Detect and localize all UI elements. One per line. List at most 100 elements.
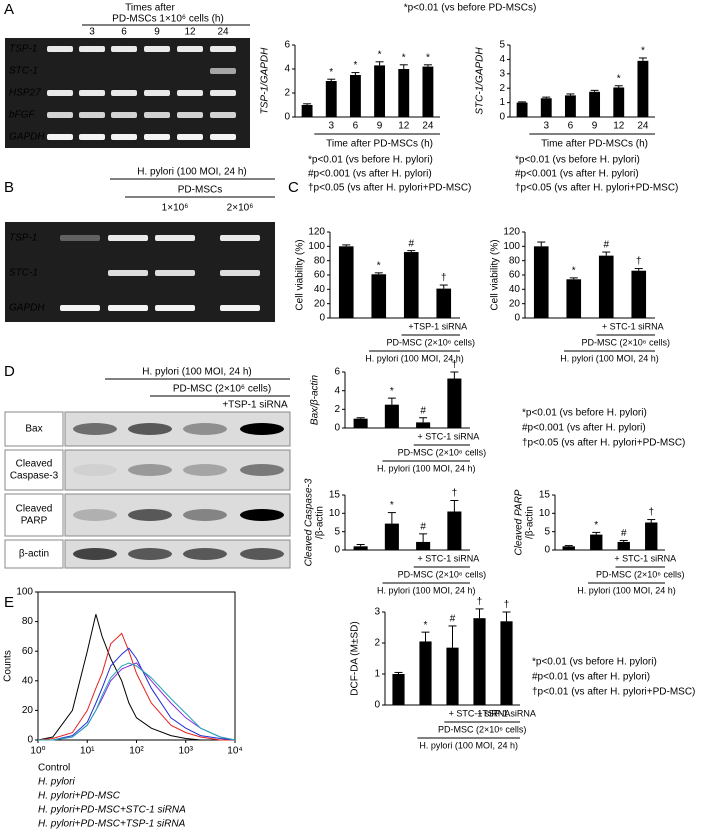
y-axis-label: /β-actin [525, 506, 536, 539]
y-tick-label: 2 [284, 88, 290, 99]
y-tick-label: 15 [329, 490, 341, 501]
band [210, 68, 236, 74]
band [155, 235, 195, 241]
band [111, 90, 137, 96]
y-tick-label: 0 [284, 112, 290, 123]
band [79, 134, 105, 140]
note: #p<0.001 (vs after H. pylori) [308, 169, 432, 180]
band [60, 305, 100, 311]
bar [436, 288, 452, 318]
band [177, 90, 203, 96]
significance-mark: † [504, 600, 510, 611]
significance-mark: * [353, 60, 357, 71]
significance-mark: # [420, 522, 426, 533]
band [177, 134, 203, 140]
gel-row-label: TSP-1 [9, 44, 37, 55]
note: †p<0.05 (vs after H. pylori+PD-MSC) [522, 438, 685, 449]
x-tick-label: 6 [353, 121, 359, 132]
y-tick-label: 60 [314, 270, 326, 281]
band [47, 90, 73, 96]
significance-mark: † [648, 507, 654, 518]
significance-mark: * [594, 520, 598, 531]
bar [617, 541, 630, 550]
y-tick-label: 100 [16, 587, 33, 598]
y-tick-label: 0 [334, 545, 340, 556]
x-tick-label: 6 [568, 121, 574, 132]
x-tick-label: 12 [398, 121, 410, 132]
significance-mark: * [424, 620, 428, 631]
group-label: PD-MSC (2×10⁶ cells) [438, 724, 526, 734]
x-tick-label: 10² [129, 746, 144, 757]
band [177, 46, 203, 52]
y-tick-label: 2 [334, 404, 340, 415]
x-tick-label: 10³ [179, 746, 194, 757]
significance-mark: # [603, 240, 609, 251]
y-tick-label: 3 [499, 68, 505, 79]
y-axis-label: DCF-DA (M±SD) [350, 621, 361, 695]
x-tick-label: 9 [377, 121, 383, 132]
band [240, 464, 284, 476]
bar [631, 270, 647, 318]
y-tick-label: 60 [22, 646, 34, 657]
bar [500, 621, 513, 705]
bar [473, 618, 486, 705]
y-tick-label: 20 [314, 298, 326, 309]
bar [349, 75, 361, 117]
treatment-label: + STC-1 siRNA [602, 321, 664, 331]
bar [392, 674, 405, 705]
y-tick-label: 0 [319, 313, 325, 324]
blot-row-label: Bax [25, 424, 42, 435]
note: *p<0.01 (vs before H. pylori) [515, 155, 640, 166]
bar [540, 98, 552, 117]
significance-mark: † [477, 597, 483, 608]
significance-mark: # [408, 238, 414, 249]
bar [589, 91, 601, 117]
band [220, 305, 260, 311]
band [155, 305, 195, 311]
group-label: H. pylori (100 MOI, 24 h) [560, 353, 659, 363]
significance-mark: * [402, 52, 406, 63]
band [220, 235, 260, 241]
y-tick-label: 10 [539, 508, 551, 519]
gel-row-label: TSP-1 [9, 233, 37, 244]
gel-row-label: HSP27 [9, 88, 41, 99]
histogram-line [37, 614, 235, 741]
bar [325, 81, 337, 117]
bar [419, 641, 432, 705]
y-tick-label: 0 [514, 313, 520, 324]
y-tick-label: 1 [374, 669, 380, 680]
significance-mark: * [378, 49, 382, 60]
bar [564, 95, 576, 117]
bar [371, 274, 387, 318]
blot [64, 449, 291, 491]
bar [637, 60, 649, 117]
bar [447, 378, 462, 428]
y-tick-label: 40 [22, 675, 34, 686]
bar [416, 541, 431, 550]
note: #p<0.001 (vs after H. pylori) [515, 169, 639, 180]
y-tick-label: 6 [334, 367, 340, 378]
label: PD-MSC (2×10⁶ cells) [173, 384, 271, 395]
y-tick-label: 4 [499, 54, 505, 65]
band [210, 134, 236, 140]
x-tick-label: 9 [592, 121, 598, 132]
x-tick-label: 3 [328, 121, 334, 132]
histogram-line [38, 662, 236, 741]
band [108, 235, 148, 241]
note: *p<0.01 (vs before H. pylori) [532, 657, 657, 668]
y-tick-label: 0 [334, 423, 340, 434]
significance-mark: * [572, 266, 576, 277]
bar [353, 418, 368, 428]
legend-entry: H. pylori+PD-MSC [38, 791, 121, 802]
group-label: PD-MSC (2×10⁶ cells) [596, 569, 684, 579]
band [128, 464, 172, 476]
bar [446, 647, 459, 705]
note: †p<0.01 (vs after H. pylori+PD-MSC) [532, 687, 695, 698]
bar [384, 523, 399, 550]
significance-mark: * [426, 52, 430, 63]
histogram-line [38, 647, 236, 741]
label: Times after [125, 3, 175, 14]
y-tick-label: 120 [308, 227, 325, 238]
band [108, 270, 148, 276]
band [47, 134, 73, 140]
